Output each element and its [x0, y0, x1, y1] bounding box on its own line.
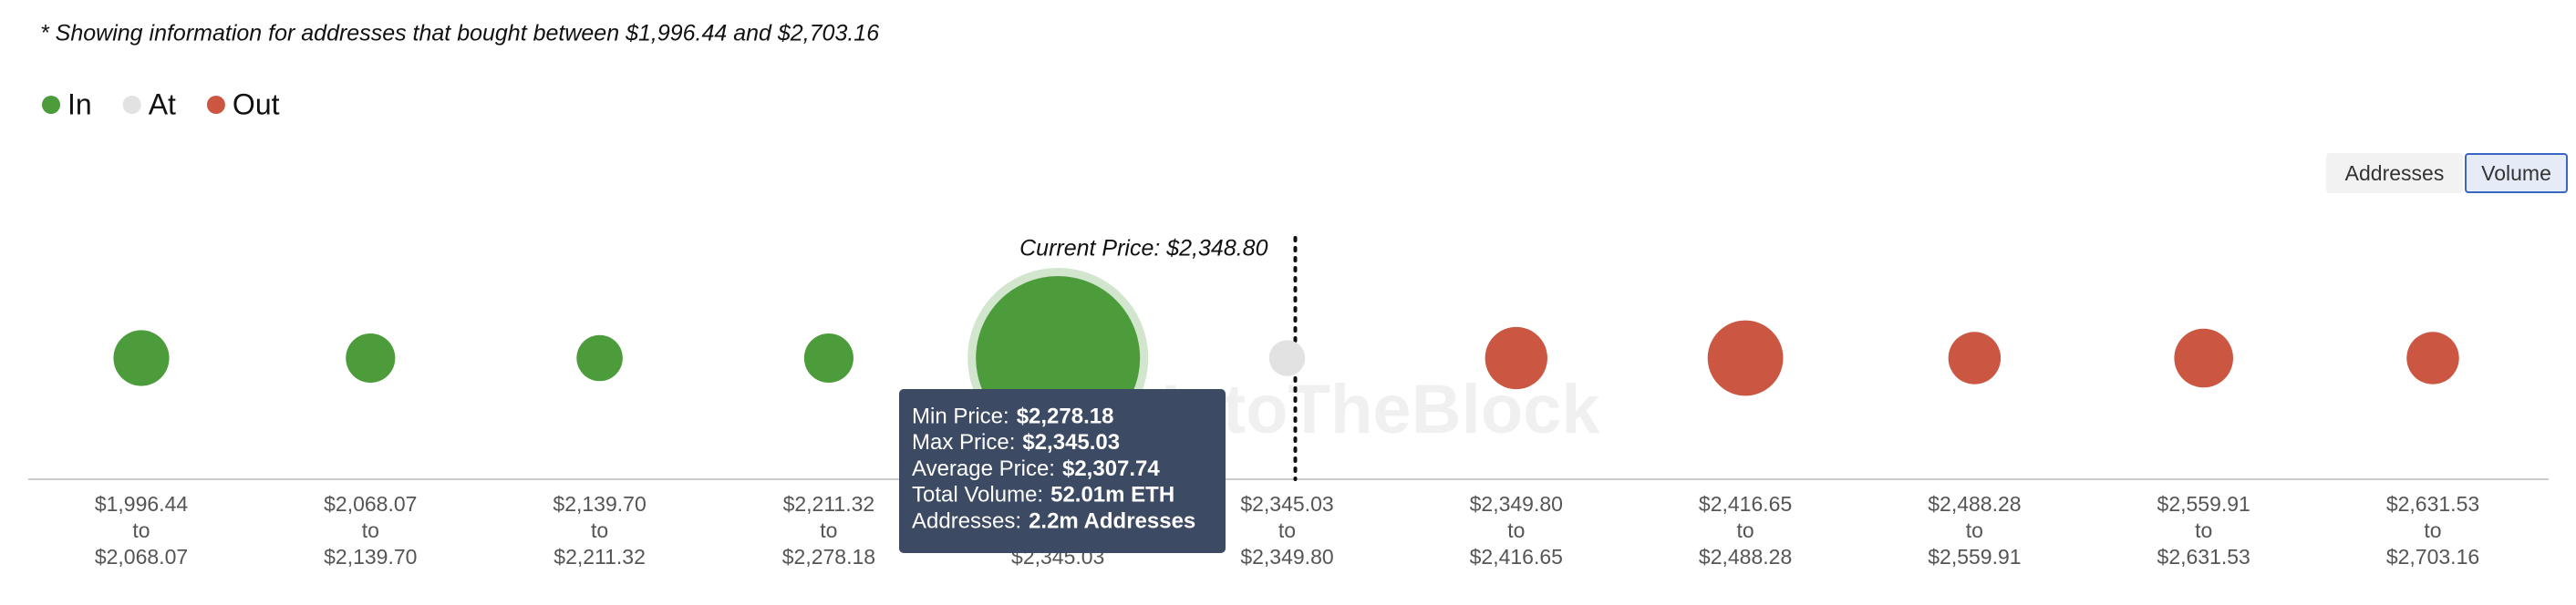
- current-price-label: Current Price: $2,348.80: [1019, 236, 1267, 261]
- bubble: [2406, 332, 2459, 385]
- range-to: $2,559.91: [1928, 545, 2021, 569]
- bubble: [1485, 326, 1547, 390]
- addresses-button[interactable]: Addresses: [2326, 153, 2463, 193]
- range-from: $2,631.53: [2386, 492, 2479, 516]
- legend-dot: [122, 96, 141, 114]
- range-from: $2,559.91: [2157, 492, 2250, 516]
- range-from: $2,345.03: [1240, 492, 1333, 516]
- bubble: [1707, 320, 1784, 396]
- range-from: $2,211.32: [783, 492, 875, 516]
- range-joiner: to: [2424, 518, 2441, 542]
- range-joiner: to: [362, 518, 379, 542]
- bubble: [346, 333, 396, 384]
- range-from: $2,349.80: [1470, 492, 1563, 516]
- legend-label: In: [67, 87, 92, 120]
- tooltip-value: 2.2m Addresses: [1029, 509, 1195, 534]
- range-to: $2,139.70: [324, 545, 417, 569]
- range-to: $2,211.32: [553, 545, 646, 569]
- legend-label: Out: [233, 87, 280, 120]
- legend-dot: [206, 96, 225, 114]
- tooltip-box: [899, 389, 1226, 553]
- note: * Showing information for addresses that…: [40, 21, 879, 46]
- range-to: $2,068.07: [95, 545, 188, 569]
- range-joiner: to: [591, 518, 608, 542]
- range-to: $2,416.65: [1470, 545, 1563, 569]
- legend-dot: [42, 96, 60, 114]
- range-from: $1,996.44: [95, 492, 189, 516]
- tooltip-value: $2,345.03: [1022, 430, 1120, 455]
- tooltip-label: Min Price:: [912, 404, 1009, 428]
- range-joiner: to: [1737, 518, 1754, 542]
- range-from: $2,139.70: [553, 492, 646, 516]
- range-joiner: to: [2195, 518, 2212, 542]
- bubble: [803, 333, 853, 384]
- range-to: $2,488.28: [1699, 545, 1792, 569]
- tooltip-label: Max Price:: [912, 430, 1015, 455]
- range-to: $2,278.18: [782, 545, 875, 569]
- tooltip-value: 52.01m ETH: [1050, 483, 1174, 508]
- legend-label: At: [149, 87, 176, 120]
- bubble: [113, 330, 170, 386]
- volume-button[interactable]: Volume: [2465, 153, 2568, 193]
- tooltip-label: Addresses:: [912, 509, 1021, 534]
- bubble: [2174, 328, 2234, 388]
- range-joiner: to: [1278, 518, 1296, 542]
- bubble: [576, 334, 623, 382]
- bubble: [1268, 340, 1306, 376]
- range-joiner: to: [820, 518, 837, 542]
- range-to: $2,703.16: [2386, 545, 2479, 569]
- range-joiner: to: [1966, 518, 1983, 542]
- tooltip-label: Total Volume:: [912, 483, 1043, 508]
- tooltip-label: Average Price:: [912, 456, 1055, 481]
- bubble: [1948, 332, 2002, 385]
- range-to: $2,349.80: [1240, 545, 1333, 569]
- range-joiner: to: [132, 518, 150, 542]
- range-from: $2,068.07: [324, 492, 417, 516]
- range-to: $2,631.53: [2157, 545, 2250, 569]
- tooltip-value: $2,278.18: [1017, 404, 1114, 428]
- range-from: $2,416.65: [1699, 492, 1792, 516]
- tooltip-value: $2,307.74: [1062, 456, 1160, 481]
- range-from: $2,488.28: [1928, 492, 2021, 516]
- range-joiner: to: [1507, 518, 1525, 542]
